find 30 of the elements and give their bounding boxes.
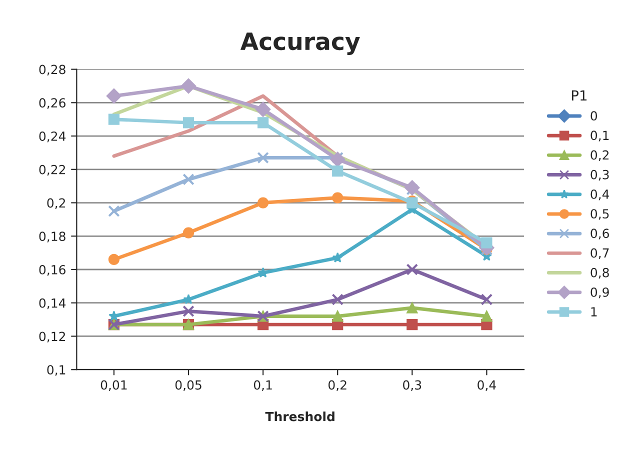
legend-label: 0 [590,111,598,121]
y-tick-label: 0,14 [39,298,66,310]
y-tick-label: 0,12 [39,332,66,342]
legend-label: 1 [591,307,597,316]
y-tick-label: 0,24 [39,132,66,142]
legend-label: 0,3 [590,170,609,181]
y-tick-label: 0,28 [39,64,66,76]
y-tick-label: 0,18 [39,232,66,242]
x-tick-label: 0,01 [100,380,127,391]
legend-label: 0,6 [590,228,609,240]
y-tick-label: 0,2 [47,198,66,209]
y-tick-label: 0,1 [47,365,66,376]
x-axis-title: Threshold [265,412,334,422]
x-tick-label: 0,3 [403,380,422,391]
legend-label: 0,5 [590,209,609,220]
x-tick-label: 0,2 [328,380,346,391]
legend-label: 0,7 [590,248,609,260]
legend-title: P1 [572,90,587,100]
y-tick-label: 0,22 [39,164,66,176]
legend-label: 0,4 [590,189,610,200]
chart-title: Accuracy [240,32,360,55]
y-tick-label: 0,16 [39,264,66,276]
x-tick-label: 0,4 [478,380,496,391]
legend-label: 0,8 [590,268,609,279]
legend-label: 0,9 [590,287,609,298]
legend-label: 0,1 [590,130,609,142]
legend-label: 0,2 [590,150,609,162]
x-tick-label: 0,05 [175,380,202,391]
y-tick-label: 0,26 [39,98,66,109]
x-tick-label: 0,1 [254,380,272,391]
